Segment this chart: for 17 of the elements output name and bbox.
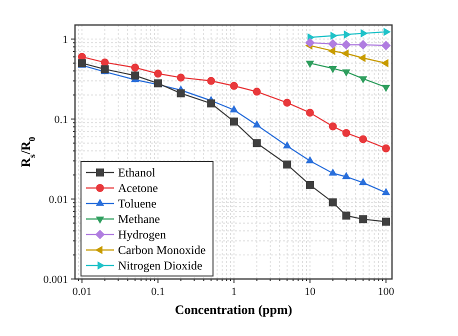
y-tick-label: 0.001 <box>43 274 68 286</box>
legend-label: Hydrogen <box>118 228 166 242</box>
y-tick-label: 0.01 <box>48 194 68 206</box>
legend-label: Carbon Monoxide <box>118 243 206 257</box>
y-tick-label: 1 <box>62 34 68 46</box>
legend-label: Nitrogen Dioxide <box>118 258 202 272</box>
legend-label: Acetone <box>118 181 158 195</box>
x-tick-label: 100 <box>378 286 395 298</box>
x-tick-label: 0.01 <box>72 286 92 298</box>
legend-label: Methane <box>118 212 160 226</box>
y-tick-label: 0.1 <box>54 114 68 126</box>
x-tick-label: 10 <box>304 286 316 298</box>
x-tick-label: 1 <box>231 286 237 298</box>
legend-label: Toluene <box>118 196 156 210</box>
x-tick-label: 0.1 <box>151 286 165 298</box>
legend-label: Ethanol <box>118 166 156 180</box>
x-axis-title: Concentration (ppm) <box>174 302 292 317</box>
